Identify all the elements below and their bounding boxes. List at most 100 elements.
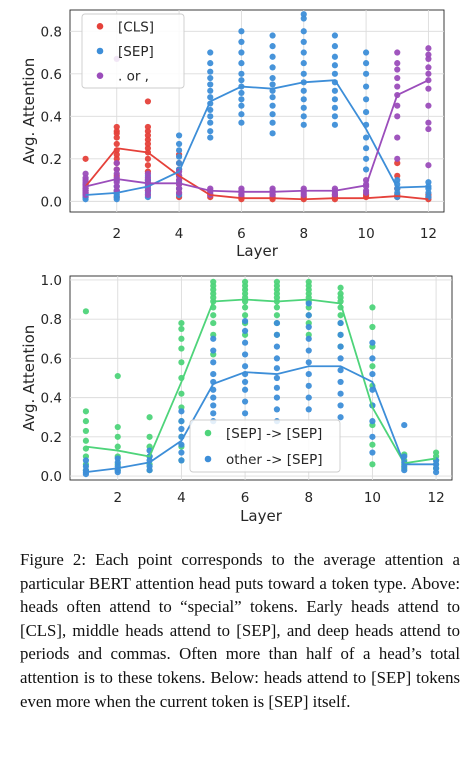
data-point-other-sep [273,343,281,350]
data-point-or [425,85,432,92]
data-point-or [175,177,183,184]
data-point-sep [269,32,276,39]
data-point-sep-sep [82,418,90,425]
data-point-other-sep [305,406,312,413]
data-point-other-sep [241,318,249,325]
data-point-other-sep [146,467,153,474]
data-point-sep [362,155,370,162]
legend-label: [SEP] -> [SEP] [226,426,322,442]
data-point-cls [113,151,120,158]
data-point-other-sep [241,386,249,393]
data-point-or [144,187,152,194]
data-point-other-sep [337,414,344,421]
data-point-other-sep [178,457,185,464]
data-point-sep [207,87,214,94]
data-point-or [113,170,120,177]
data-point-sep [238,77,245,84]
data-point-sep [362,166,370,173]
data-point-sep-sep [369,441,376,448]
data-point-other-sep [369,370,376,378]
data-point-other-sep [337,355,344,362]
y-axis-label: Avg. Attention [20,58,38,165]
data-point-or [394,113,401,120]
data-point-sep-sep [146,414,153,421]
data-point-sep [269,130,276,137]
legend-marker [96,23,104,30]
data-point-or [144,191,152,199]
data-point-sep [300,121,307,128]
data-point-other-sep [210,335,217,342]
data-point-other-sep [241,378,249,386]
data-point-other-sep [337,402,344,409]
data-point-other-sep [178,425,185,433]
x-tick-label: 10 [357,226,374,242]
y-tick-label: 0.0 [41,469,62,485]
data-point-sep [207,134,214,141]
data-point-other-sep [210,370,217,378]
data-point-other-sep [305,359,312,366]
data-point-sep-sep [241,312,249,319]
data-point-other-sep [241,363,249,370]
data-point-other-sep [305,323,312,331]
data-point-sep [207,113,214,120]
data-point-sep-sep [210,319,217,327]
data-point-sep [82,196,89,203]
data-point-sep [362,108,370,116]
data-point-other-sep [432,469,440,476]
data-point-sep-sep [273,312,281,319]
data-point-sep-sep [114,443,121,450]
legend: [CLS] [SEP] . or , [81,13,185,89]
mean-line-sep-sep [85,298,437,465]
x-tick-label: 4 [177,490,186,506]
data-point-cls [394,172,401,179]
data-point-sep [269,81,276,88]
data-point-sep [331,121,339,128]
data-point-other-sep [337,319,344,327]
data-point-or [425,102,432,109]
data-point-other-sep [178,441,185,448]
data-point-sep [238,49,245,56]
data-point-sep [362,70,370,77]
chart-bottom: 0.0 0.2 0.4 0.6 0.8 1.0 2 4 6 8 10 12 Layer Avg. Atte… [20,273,453,525]
data-point-other-sep [337,343,344,350]
data-point-or [175,185,183,192]
mean-line-sep [85,79,429,196]
legend-marker [96,47,104,55]
data-point-other-sep [369,449,376,456]
data-point-sep [269,43,276,50]
data-point-sep [394,177,401,184]
data-point-or [269,191,276,199]
data-point-sep-sep [178,319,185,327]
data-point-other-sep [305,394,312,401]
data-point-sep [238,60,245,67]
data-point-sep-sep [178,359,185,366]
chart-top: 0.0 0.2 0.4 0.6 0.8 2 4 6 8 10 12 Layer Avg. Attenti… [20,9,445,260]
data-point-or [394,74,401,82]
y-tick-label: 1.0 [41,273,62,289]
data-point-sep-sep [241,304,249,311]
data-point-sep [269,111,276,118]
legend-marker [204,455,212,463]
data-point-other-sep [210,402,217,409]
data-point-sep [207,106,214,114]
data-point-or [113,183,120,190]
data-point-cls [144,123,152,131]
data-point-other-sep [305,335,312,342]
data-point-other-sep [273,394,281,401]
data-point-sep [300,104,307,111]
y-tick-label: 0.4 [41,109,62,125]
data-point-sep [331,87,339,94]
data-point-sep [331,96,339,103]
data-point-sep-sep [178,390,185,397]
data-point-sep [331,70,339,77]
data-point-sep [300,38,307,45]
y-tick-label: 0.2 [41,430,62,446]
data-point-sep [238,111,245,118]
data-point-sep-sep [369,304,376,311]
data-point-sep [175,153,183,160]
y-tick-label: 0.4 [41,391,62,407]
data-point-other-sep [305,382,312,389]
data-point-sep-sep [114,372,121,380]
data-point-other-sep [210,394,217,401]
data-point-cls [394,159,401,167]
